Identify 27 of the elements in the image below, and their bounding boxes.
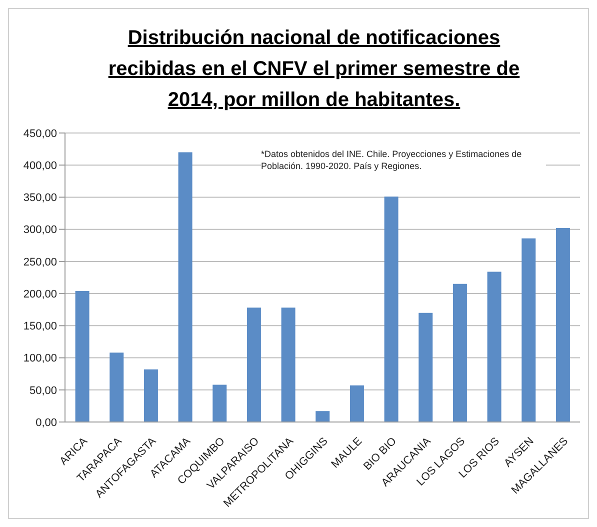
bar xyxy=(556,228,570,422)
chart-title: Distribución nacional de notificaciones recibidas en el CNFV el primer semestre de 2014, por millon de habitantes. xyxy=(107,26,521,113)
bar xyxy=(384,196,398,422)
y-tick-label: 450,00 xyxy=(23,128,57,140)
bar xyxy=(110,352,124,422)
y-tick-label: 350,00 xyxy=(23,192,57,204)
bar xyxy=(246,308,261,422)
bar xyxy=(178,152,192,422)
bar xyxy=(75,290,90,422)
annotation: *Datos obtenidos del INE. Chile. Proyecciones y Estimaciones de Población. 1990-2020. País y Regiones. xyxy=(261,148,546,172)
y-tick-label: 400,00 xyxy=(23,160,57,172)
bar xyxy=(144,369,158,422)
y-tick-label: 50,00 xyxy=(29,384,57,397)
bar xyxy=(281,308,296,422)
y-tick-label: 100,00 xyxy=(23,352,57,365)
y-tick-label: 300,00 xyxy=(23,224,57,236)
bar xyxy=(418,312,433,422)
bar xyxy=(487,272,502,422)
bar xyxy=(316,411,330,422)
bar xyxy=(452,284,467,422)
y-tick-label: 0,00 xyxy=(36,416,57,429)
y-tick-label: 200,00 xyxy=(23,288,57,300)
y-tick-label: 250,00 xyxy=(23,256,57,268)
bar xyxy=(212,384,227,422)
bar xyxy=(350,385,364,422)
bar xyxy=(522,238,536,422)
y-tick-label: 150,00 xyxy=(23,320,57,333)
